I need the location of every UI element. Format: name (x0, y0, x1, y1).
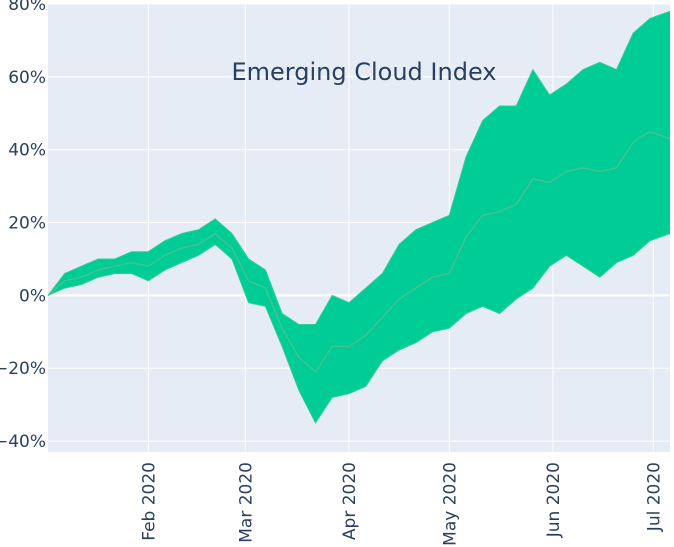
y-axis-ticks: 80% 60% 40% 20% 0% −20% −40% (0, 0, 46, 452)
band-area (47, 10, 671, 424)
lower-bound-line (47, 233, 671, 424)
band-fill (48, 11, 670, 423)
y-tick-label: −20% (0, 359, 46, 379)
upper-bound-line (47, 10, 671, 325)
x-tick-label: Jun 2020 (544, 462, 564, 538)
y-tick-label: 40% (8, 141, 46, 161)
y-tick-label: 20% (8, 214, 46, 234)
x-tick-label: Feb 2020 (139, 462, 159, 541)
x-tick-label: Jul 2020 (644, 462, 664, 532)
median-line (47, 130, 671, 374)
y-tick-label: 60% (8, 68, 46, 88)
y-tick-label: 0% (19, 286, 46, 306)
median-series-line (47, 130, 671, 374)
x-tick-label: Apr 2020 (340, 462, 360, 540)
y-tick-label: 80% (8, 0, 46, 15)
y-tick-label: −40% (0, 432, 46, 452)
x-tick-label: Mar 2020 (236, 462, 256, 543)
x-tick-label: May 2020 (440, 462, 460, 546)
x-axis-ticks: Feb 2020 Mar 2020 Apr 2020 May 2020 Jun 2020… (139, 462, 664, 546)
chart-title: Emerging Cloud Index (232, 58, 497, 86)
